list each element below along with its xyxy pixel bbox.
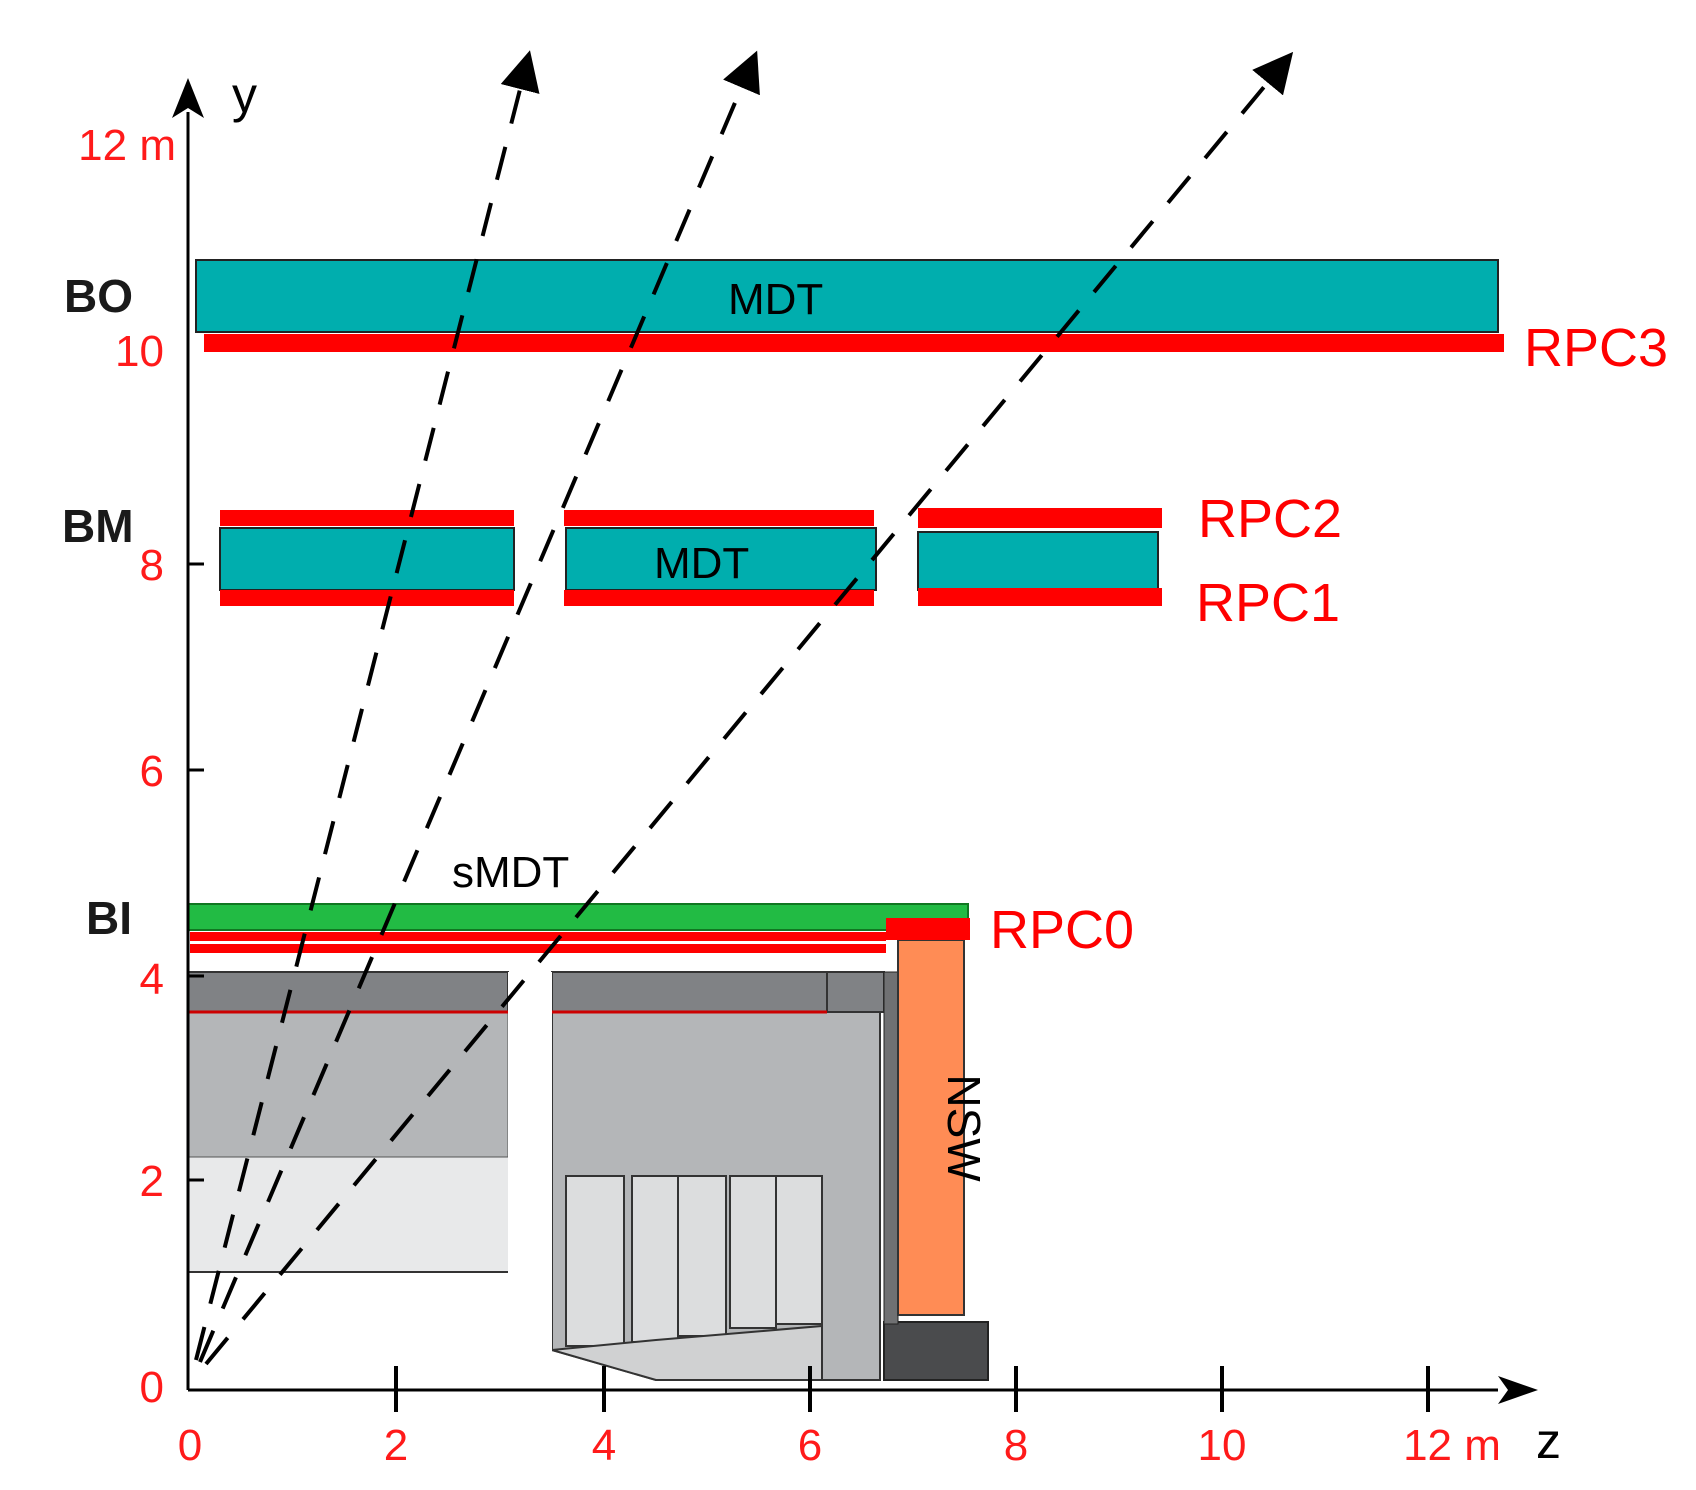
endcap-module-1	[565, 1175, 625, 1347]
bm-station: MDT RPC2 RPC1	[219, 489, 1342, 633]
bi-station: sMDT RPC0	[187, 848, 1134, 960]
endcap-calorimeter-dark	[551, 971, 828, 1013]
bo-rpc3-strip	[204, 334, 1504, 352]
nsw-label: NSW	[938, 1074, 990, 1182]
endcap-module-3	[677, 1175, 727, 1337]
endcap-gap-separator	[508, 972, 552, 1382]
bi-station-label: BI	[86, 892, 132, 944]
endcap-module-5	[775, 1175, 823, 1325]
y-tick-label-4: 4	[140, 955, 164, 1004]
muon-track-medium	[198, 50, 760, 1363]
bm-station-label: BM	[62, 500, 134, 552]
bo-station: MDT RPC3	[195, 259, 1668, 378]
y-tick-label-10: 10	[115, 327, 164, 376]
bm-rpc1-strip-1	[220, 590, 514, 606]
z-tick-label-4: 4	[592, 1421, 616, 1470]
muon-tracks	[194, 50, 1294, 1366]
y-axis-name: y	[232, 67, 257, 123]
bo-mdt-chamber	[195, 259, 1499, 333]
barrel-calorimeter-mid	[187, 1011, 509, 1158]
bo-station-label: BO	[64, 270, 133, 322]
bm-mdt-chamber-3	[917, 531, 1159, 591]
bm-rpc1-strip-2	[564, 590, 874, 606]
endcap-module-4	[729, 1175, 777, 1329]
z-tick-label-6: 6	[798, 1421, 822, 1470]
rpc2-label: RPC2	[1198, 489, 1342, 549]
bm-rpc2-strip-2	[564, 510, 874, 526]
y-tick-label-6: 6	[140, 747, 164, 796]
z-tick-label-12: 12 m	[1403, 1421, 1501, 1470]
nsw-block	[897, 939, 965, 1316]
z-axis-name: z	[1536, 1413, 1561, 1469]
y-axis-arrowhead	[172, 78, 204, 118]
endcap-calorimeter-dark-right	[826, 971, 885, 1013]
z-tick-label-2: 2	[384, 1421, 408, 1470]
endcap-base-plate	[551, 1324, 823, 1381]
muon-track-shallow	[204, 51, 1294, 1366]
z-tick-label-0: 0	[178, 1421, 202, 1470]
y-tick-label-0: 0	[140, 1363, 164, 1412]
z-tick-label-8: 8	[1004, 1421, 1028, 1470]
axes: y z 12 m 10 8 6 4 2 0 0 2 4 6 8 10 12 m	[78, 67, 1561, 1470]
bm-mdt-label: MDT	[654, 539, 749, 588]
rpc1-label: RPC1	[1196, 573, 1340, 633]
bm-rpc2-strip-1	[220, 510, 514, 526]
rpc0-label: RPC0	[990, 900, 1134, 960]
z-axis-arrowhead	[1498, 1376, 1538, 1404]
rpc0-strip-lower	[190, 944, 886, 953]
rpc0-strip-endcap	[886, 918, 970, 940]
rpc3-label: RPC3	[1524, 318, 1668, 378]
y-tick-label-8: 8	[140, 541, 164, 590]
barrel-calorimeter-dark	[187, 971, 509, 1013]
shielding-column	[883, 971, 899, 1325]
bm-rpc1-strip-3	[918, 588, 1162, 606]
smdt-label: sMDT	[452, 848, 569, 897]
y-tick-label-2: 2	[140, 1157, 164, 1206]
rpc0-strip-upper	[190, 932, 886, 941]
bo-mdt-label: MDT	[728, 275, 823, 324]
muon-track-steep	[194, 50, 540, 1361]
bm-rpc2-strip-3	[918, 508, 1162, 528]
bm-mdt-chamber-1	[219, 527, 515, 591]
endcap-module-2	[631, 1175, 679, 1343]
y-tick-label-12: 12 m	[78, 121, 176, 170]
shielding-block	[883, 1321, 989, 1381]
inner-detector-region	[187, 971, 989, 1382]
z-tick-label-10: 10	[1198, 1421, 1247, 1470]
nsw-wheel: NSW	[897, 939, 990, 1316]
